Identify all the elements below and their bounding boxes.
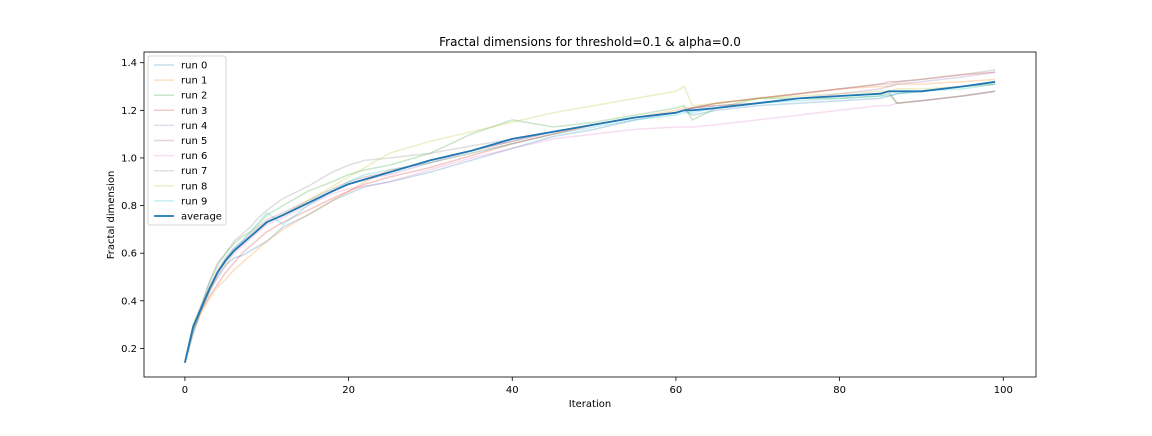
series-line-3: [184, 71, 996, 363]
series-line-4: [184, 71, 996, 363]
x-tick-label: 0: [182, 385, 188, 396]
legend-label: run 5: [181, 136, 207, 147]
y-tick-label: 0.6: [121, 249, 137, 260]
x-axis-label: Iteration: [569, 399, 611, 410]
legend-label: run 9: [181, 196, 207, 207]
y-tick-label: 0.8: [121, 201, 137, 212]
x-tick-label: 60: [670, 385, 683, 396]
x-tick-label: 80: [833, 385, 846, 396]
x-axis-ticks: 0 20 40 60 80 100: [182, 377, 1013, 396]
legend-frame: [147, 55, 227, 226]
series-line-2: [184, 90, 996, 363]
series-lines: [184, 69, 996, 363]
x-tick-label: 20: [342, 385, 355, 396]
y-tick-label: 1.4: [121, 58, 137, 69]
x-tick-label: 40: [506, 385, 519, 396]
legend: run 0 run 1 run 2 run 3 run 4 run 5 run 6 run 7…: [147, 55, 227, 226]
series-line-7: [184, 69, 996, 363]
legend-label: run 8: [181, 181, 207, 192]
x-tick-label: 100: [994, 385, 1013, 396]
legend-label: run 4: [181, 121, 207, 132]
chart-title: Fractal dimensions for threshold=0.1 & a…: [439, 35, 741, 49]
plot-frame: [143, 51, 1037, 378]
legend-label: run 1: [181, 76, 207, 87]
series-line-10: [184, 80, 996, 363]
y-tick-label: 0.4: [121, 296, 137, 307]
series-line-1: [184, 78, 996, 363]
legend-label: average: [181, 212, 222, 223]
series-line-5: [184, 90, 996, 363]
legend-label: run 6: [181, 151, 207, 162]
series-line-9: [184, 83, 996, 363]
series-line-6: [184, 90, 996, 363]
legend-label: run 7: [181, 166, 207, 177]
legend-label: run 0: [181, 61, 207, 72]
legend-label: run 2: [181, 91, 207, 102]
y-tick-label: 1.2: [121, 106, 137, 117]
y-axis-label: Fractal dimension: [106, 171, 117, 260]
y-tick-label: 1.0: [121, 153, 137, 164]
legend-label: run 3: [181, 106, 207, 117]
y-axis-ticks: 0.2 0.4 0.6 0.8 1.0 1.2 1.4: [121, 58, 144, 355]
series-line-0: [184, 83, 996, 363]
y-tick-label: 0.2: [121, 344, 137, 355]
